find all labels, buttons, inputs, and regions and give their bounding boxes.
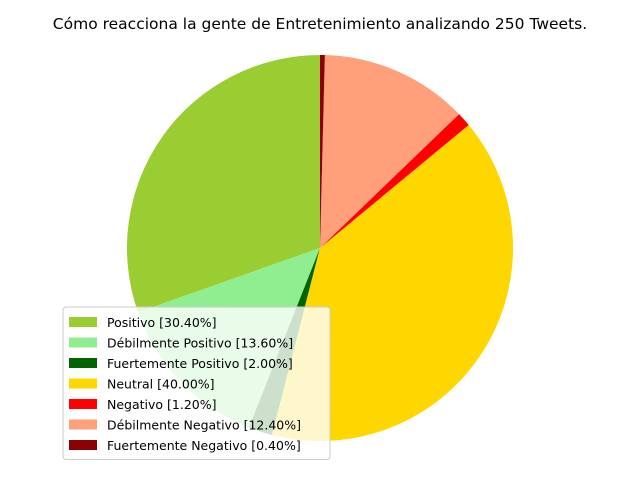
pie-slice-6 [320,55,460,249]
pie-slice-5 [320,114,469,249]
legend-swatch-4 [69,378,97,389]
legend-label-5: Negativo [1.20%] [107,397,217,412]
pie-slice-7 [320,54,325,248]
legend-label-3: Fuertemente Positivo [2.00%] [107,356,293,371]
legend-label-2: Débilmente Positivo [13.60%] [107,336,293,351]
chart-legend: Positivo [30.40%] Débilmente Positivo [13… [62,306,331,460]
legend-label-1: Positivo [30.40%] [107,315,217,330]
legend-box [62,306,331,460]
legend-label-7: Fuertemente Negativo [0.40%] [107,438,301,453]
legend-label-6: Débilmente Negativo [12.40%] [107,418,301,433]
legend-swatch-7 [69,440,97,450]
pie-slice-4 [272,124,514,442]
chart-title: Cómo reacciona la gente de Entretenimien… [53,15,587,33]
legend-swatch-2 [69,337,97,348]
legend-swatch-1 [69,317,97,327]
legend-label-4: Neutral [40.00%] [107,377,215,392]
legend-swatch-3 [69,358,97,368]
legend-swatch-6 [69,419,97,430]
pie-slice-1 [126,55,320,313]
legend-swatch-5 [69,399,97,409]
